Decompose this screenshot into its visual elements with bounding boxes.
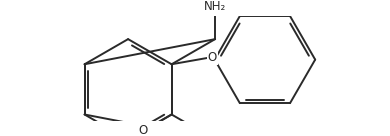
- Text: O: O: [139, 124, 148, 136]
- Text: NH₂: NH₂: [204, 0, 226, 13]
- Text: O: O: [207, 51, 217, 64]
